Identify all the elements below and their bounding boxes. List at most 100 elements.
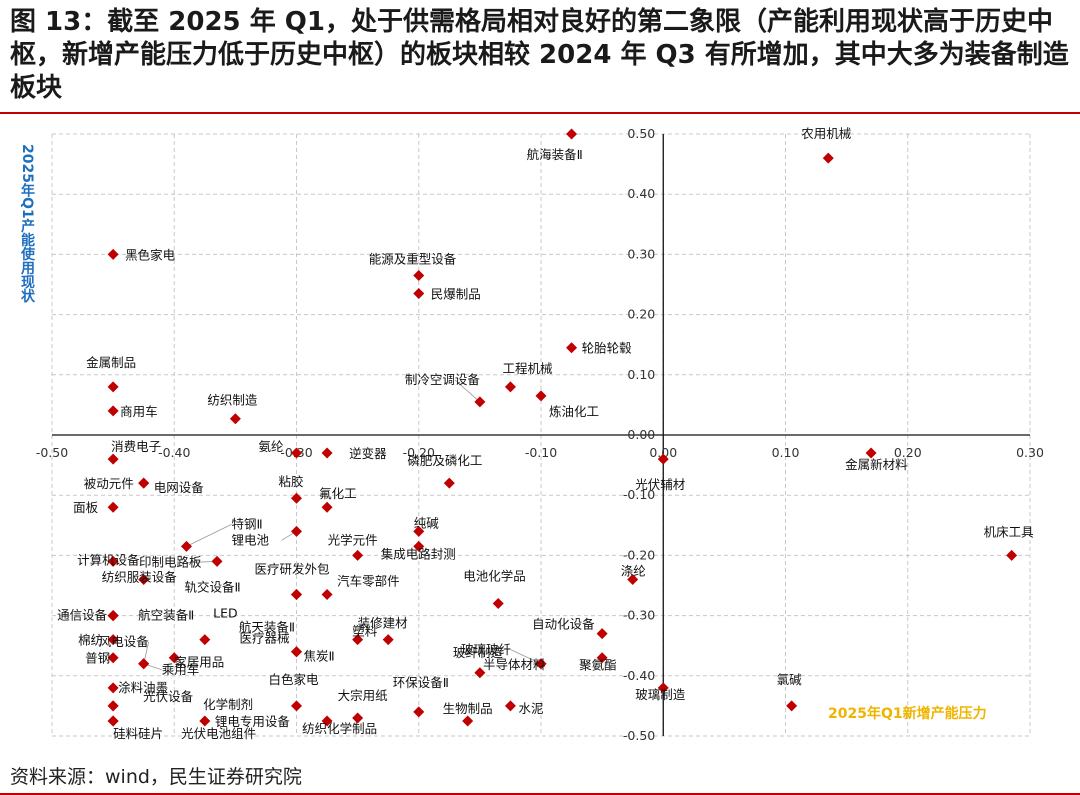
y-tick-label: 0.10 xyxy=(627,367,655,382)
figure-title: 图 13：截至 2025 年 Q1，处于供需格局相对良好的第二象限（产能利用现状… xyxy=(10,7,1069,103)
data-point xyxy=(865,447,877,459)
data-point xyxy=(413,706,425,718)
y-tick-label: 0.50 xyxy=(627,126,655,141)
y-tick-label: -0.20 xyxy=(623,547,655,562)
data-point xyxy=(138,658,150,670)
data-point xyxy=(352,549,364,561)
data-point xyxy=(180,540,192,552)
data-label: 轮胎轮毂 xyxy=(582,341,633,356)
data-point xyxy=(382,634,394,646)
data-label: 通信设备 xyxy=(57,608,108,623)
data-label: 集成电路封测 xyxy=(381,546,456,561)
data-point xyxy=(199,634,211,646)
data-label: 玻纤制造 xyxy=(453,645,504,660)
data-label: 锂电专用设备 xyxy=(215,714,291,729)
data-label: 机床工具 xyxy=(984,524,1035,539)
data-label: 医疗器械 xyxy=(240,631,291,646)
data-point xyxy=(107,555,119,567)
data-point xyxy=(492,598,504,610)
data-label: 汽车零部件 xyxy=(337,574,400,589)
data-point xyxy=(107,634,119,646)
data-point xyxy=(596,628,608,640)
y-tick-label: -0.50 xyxy=(623,728,655,743)
data-label: 棉纺 xyxy=(78,633,103,648)
data-label: 乘用车 xyxy=(162,662,200,677)
y-tick-label: 0.30 xyxy=(627,246,655,261)
data-point xyxy=(474,396,486,408)
data-label: 光伏设备 xyxy=(143,689,194,704)
x-tick-label: 0.10 xyxy=(772,445,800,460)
data-label: 生物制品 xyxy=(443,701,493,716)
x-tick-label: -0.20 xyxy=(403,445,435,460)
data-point xyxy=(107,610,119,622)
data-label: 航天装备Ⅱ xyxy=(239,620,295,635)
data-point xyxy=(413,288,425,300)
y-tick-label: -0.30 xyxy=(623,608,655,623)
data-label: 特钢Ⅱ xyxy=(231,516,262,531)
leader-lines xyxy=(143,379,542,671)
data-point xyxy=(107,700,119,712)
data-label: 聚氨酯 xyxy=(579,658,617,673)
data-label: 氟化工 xyxy=(319,486,357,501)
bottom-rule xyxy=(0,793,1080,795)
scatter-chart: -0.50 -0.40 -0.30 -0.20 -0.10 0.00 0.10 0.20 0.3… xyxy=(19,126,1044,743)
leader-line xyxy=(454,379,481,403)
data-point xyxy=(443,477,455,489)
data-label: 玻璃制造 xyxy=(635,687,686,702)
data-label: 氨纶 xyxy=(259,439,284,454)
data-label: 光伏辅材 xyxy=(635,477,685,492)
data-label: 水泥 xyxy=(518,701,543,716)
data-point xyxy=(107,715,119,727)
data-label: 民爆制品 xyxy=(431,287,481,302)
data-label: 塑料 xyxy=(352,624,378,639)
y-tick-label: 0.40 xyxy=(627,186,655,201)
data-point xyxy=(291,447,302,459)
data-label: 白色家电 xyxy=(269,672,320,687)
data-point xyxy=(321,589,333,601)
data-label: 农用机械 xyxy=(801,126,852,141)
data-label: 锂电池 xyxy=(232,532,270,547)
data-point xyxy=(107,652,119,664)
x-tick-label: -0.40 xyxy=(158,445,190,460)
data-point xyxy=(107,381,119,393)
data-point xyxy=(138,573,150,585)
data-label: 纺织化学制品 xyxy=(302,721,377,736)
data-label: 消费电子 xyxy=(111,439,161,454)
data-label: 光伏电池组件 xyxy=(181,726,256,741)
data-label: 环保设备Ⅱ xyxy=(393,675,449,690)
data-label: 工程机械 xyxy=(502,361,553,376)
data-point xyxy=(107,453,119,465)
data-label: 普钢 xyxy=(85,651,110,666)
data-point xyxy=(352,634,364,646)
data-point xyxy=(168,652,180,664)
data-point xyxy=(474,667,486,679)
data-label: 磷肥及磷化工 xyxy=(407,453,482,468)
data-point xyxy=(413,269,425,281)
source-note: 资料来源：wind，民生证券研究院 xyxy=(10,766,302,788)
data-point xyxy=(291,589,302,601)
data-point xyxy=(291,525,302,537)
data-point xyxy=(627,573,639,585)
data-label: 轨交设备Ⅱ xyxy=(185,580,241,595)
data-label: 纯碱 xyxy=(414,515,440,530)
data-label: 制冷空调设备 xyxy=(405,372,481,387)
data-label: 家居用品 xyxy=(174,655,224,670)
data-point xyxy=(535,390,547,402)
data-label: 大宗用纸 xyxy=(338,688,389,703)
data-point xyxy=(657,682,669,694)
data-point xyxy=(657,453,669,465)
leader-line xyxy=(186,524,232,547)
data-label: 粘胶 xyxy=(279,474,304,489)
data-point xyxy=(1006,549,1018,561)
data-label: 光学元件 xyxy=(328,532,378,547)
data-point xyxy=(786,700,798,712)
data-point xyxy=(822,152,834,164)
x-tick-label: 0.20 xyxy=(894,445,922,460)
data-points xyxy=(107,128,1018,727)
data-point xyxy=(107,248,119,260)
data-point xyxy=(413,540,425,552)
y-tick-label: 0.00 xyxy=(627,427,655,442)
data-point xyxy=(462,715,474,727)
data-point xyxy=(211,555,223,567)
